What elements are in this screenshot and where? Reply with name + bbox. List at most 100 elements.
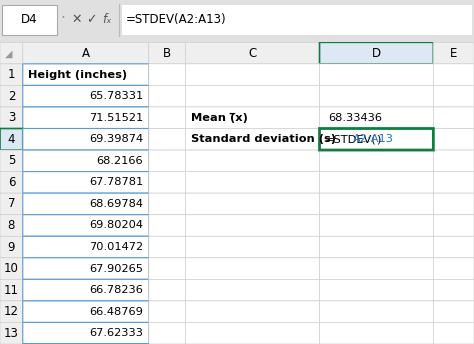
Bar xyxy=(0,64,23,85)
Bar xyxy=(185,150,319,172)
Text: 67.78781: 67.78781 xyxy=(89,178,143,187)
Bar xyxy=(185,129,319,150)
Bar xyxy=(23,258,149,279)
Text: 1: 1 xyxy=(8,68,15,81)
Bar xyxy=(0,193,23,215)
Bar xyxy=(433,322,474,344)
Text: C: C xyxy=(248,46,256,60)
Bar xyxy=(319,301,433,322)
Text: 8: 8 xyxy=(8,219,15,232)
Text: Mean (̅x): Mean (̅x) xyxy=(191,113,248,123)
Bar xyxy=(0,150,23,172)
Text: 65.78331: 65.78331 xyxy=(89,91,143,101)
Bar xyxy=(185,215,319,236)
Bar xyxy=(433,64,474,85)
Bar xyxy=(433,150,474,172)
Bar xyxy=(0,301,23,322)
Bar xyxy=(319,279,433,301)
Bar xyxy=(185,42,319,64)
Text: 9: 9 xyxy=(8,240,15,254)
Bar xyxy=(433,85,474,107)
Bar xyxy=(23,172,149,193)
Bar xyxy=(149,107,185,129)
Bar xyxy=(185,236,319,258)
Bar xyxy=(0,236,23,258)
Text: 68.33436: 68.33436 xyxy=(328,113,382,123)
Bar xyxy=(149,322,185,344)
Text: 2: 2 xyxy=(8,90,15,103)
Bar xyxy=(185,322,319,344)
Text: 66.48769: 66.48769 xyxy=(89,307,143,317)
Text: 69.39874: 69.39874 xyxy=(89,134,143,144)
Text: E: E xyxy=(450,46,457,60)
Text: Standard deviation (s): Standard deviation (s) xyxy=(191,134,336,144)
Text: ◢: ◢ xyxy=(5,49,13,59)
Text: A2:A13: A2:A13 xyxy=(353,134,394,144)
Bar xyxy=(433,279,474,301)
Bar xyxy=(0,322,23,344)
Bar xyxy=(149,236,185,258)
Bar xyxy=(185,301,319,322)
Text: =STDEV(A2:A13): =STDEV(A2:A13) xyxy=(126,13,227,26)
Bar xyxy=(23,322,149,344)
Bar xyxy=(23,279,149,301)
Bar xyxy=(185,258,319,279)
Bar xyxy=(319,172,433,193)
Bar xyxy=(23,85,149,107)
Bar xyxy=(23,129,149,150)
Text: Height (inches): Height (inches) xyxy=(28,69,128,79)
Bar xyxy=(319,150,433,172)
Bar xyxy=(185,85,319,107)
Bar xyxy=(433,301,474,322)
Text: 7: 7 xyxy=(8,197,15,211)
Bar xyxy=(433,193,474,215)
Text: 67.62333: 67.62333 xyxy=(89,328,143,338)
Bar xyxy=(185,64,319,85)
Bar xyxy=(23,193,149,215)
Bar xyxy=(23,150,149,172)
Bar xyxy=(149,215,185,236)
Text: 68.69784: 68.69784 xyxy=(89,199,143,209)
Bar xyxy=(319,258,433,279)
Text: 69.80204: 69.80204 xyxy=(89,221,143,230)
Bar xyxy=(122,5,472,35)
Bar xyxy=(149,279,185,301)
Bar xyxy=(433,236,474,258)
Text: A: A xyxy=(82,46,90,60)
Bar xyxy=(319,85,433,107)
Bar xyxy=(433,107,474,129)
Text: 13: 13 xyxy=(4,327,19,340)
Bar xyxy=(185,172,319,193)
Text: 4: 4 xyxy=(8,133,15,146)
Text: fₓ: fₓ xyxy=(102,13,111,26)
Bar xyxy=(433,215,474,236)
Bar xyxy=(433,129,474,150)
Bar xyxy=(23,64,149,85)
Bar xyxy=(23,236,149,258)
Bar xyxy=(0,172,23,193)
Text: B: B xyxy=(163,46,171,60)
Bar xyxy=(319,107,433,129)
Bar xyxy=(149,193,185,215)
Text: 3: 3 xyxy=(8,111,15,124)
Bar xyxy=(23,301,149,322)
Bar xyxy=(149,85,185,107)
Bar xyxy=(23,42,149,64)
Text: 12: 12 xyxy=(4,305,19,318)
Bar xyxy=(433,258,474,279)
Bar xyxy=(23,107,149,129)
Bar xyxy=(185,193,319,215)
Text: D: D xyxy=(372,46,381,60)
Bar xyxy=(149,258,185,279)
Bar xyxy=(319,236,433,258)
Bar xyxy=(0,107,23,129)
Text: 11: 11 xyxy=(4,283,19,297)
Bar xyxy=(149,150,185,172)
Bar xyxy=(433,172,474,193)
Bar xyxy=(0,215,23,236)
Text: 68.2166: 68.2166 xyxy=(97,156,143,166)
Bar xyxy=(0,258,23,279)
Text: ): ) xyxy=(376,134,381,144)
Text: ‧: ‧ xyxy=(60,11,65,26)
Bar xyxy=(433,42,474,64)
